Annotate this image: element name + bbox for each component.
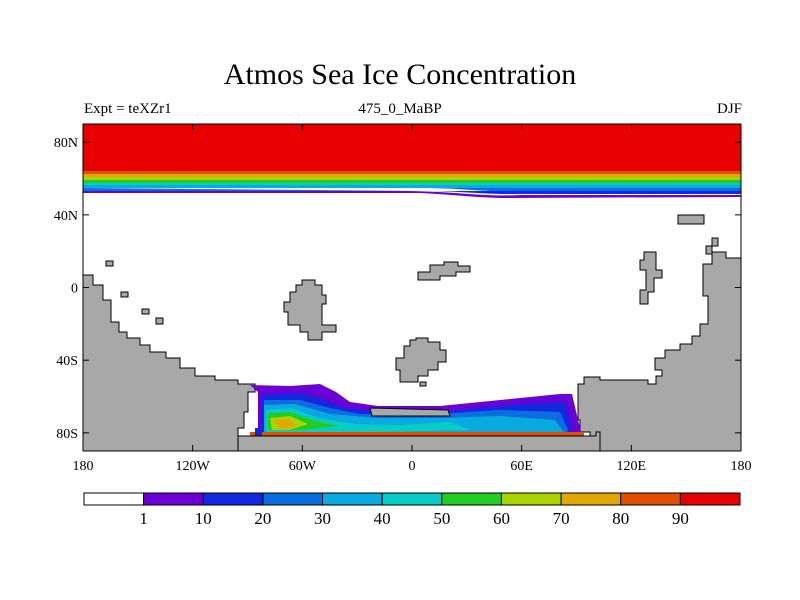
ice-band-20 [83, 188, 741, 191]
y-tick-label: 40S [56, 354, 78, 369]
central-islet [419, 381, 427, 387]
colorbar-box [322, 492, 383, 506]
colorbar-box [83, 492, 145, 506]
ice-band-30 [83, 185, 741, 188]
ice-band-1 [83, 191, 741, 198]
y-tick-label: 80S [56, 427, 78, 442]
map-axes: 180 120W 60W 0 60E 120E 180 80N 40N 0 40S 80S [54, 124, 752, 474]
west-island-c [141, 308, 150, 315]
colorbar-label: 60 [493, 509, 510, 528]
south-ice-edge-dark [255, 428, 262, 436]
ice-band-80 [83, 171, 741, 174]
colorbar-label: 70 [553, 509, 570, 528]
continents [82, 214, 742, 452]
east-landmass [577, 251, 742, 452]
colorbar-box [500, 492, 562, 506]
colorbar-label: 10 [195, 509, 212, 528]
y-tick-label: 80N [54, 136, 78, 151]
east-island-b [677, 214, 705, 225]
x-tick-label: 180 [731, 459, 752, 474]
ice-band-90 [83, 124, 741, 171]
x-tick-label: 180 [73, 459, 94, 474]
west-landmass [82, 274, 256, 452]
colorbar-label: 40 [374, 509, 391, 528]
colorbar-box [679, 492, 741, 506]
south-ice-70 [274, 419, 298, 429]
x-tick-label: 0 [409, 459, 416, 474]
x-tick-label: 120W [176, 459, 211, 474]
map-panel [82, 123, 742, 452]
x-tick-label: 60E [510, 459, 533, 474]
arctic-sea-ice [83, 124, 741, 198]
south-ice-ribbon [250, 432, 584, 436]
colorbar-box [620, 492, 681, 506]
central-landmass-b [395, 337, 447, 383]
east-island-a [639, 251, 663, 305]
colorbar-label: 1 [139, 509, 148, 528]
chart-title: Atmos Sea Ice Concentration [223, 58, 577, 91]
colorbar-label: 30 [314, 509, 331, 528]
colorbar: 1 10 20 30 40 50 60 70 80 90 [83, 492, 741, 528]
ice-band-70 [83, 174, 741, 177]
colorbar-box [560, 492, 622, 506]
east-island-c [711, 237, 719, 247]
ice-band-40 [83, 183, 741, 185]
colorbar-label: 50 [433, 509, 450, 528]
ice-band-50 [83, 180, 741, 183]
colorbar-box [202, 492, 264, 506]
colorbar-box [143, 492, 204, 506]
ice-band-10 [83, 191, 741, 194]
y-tick-label: 0 [71, 282, 78, 297]
ice-band-60 [83, 177, 741, 180]
west-island-b [120, 291, 129, 298]
antarctic-coast-shelf [369, 407, 451, 417]
x-tick-label: 120E [617, 459, 647, 474]
x-tick-label: 60W [289, 459, 317, 474]
colorbar-label: 20 [254, 509, 271, 528]
colorbar-box [381, 492, 443, 506]
east-island-d [705, 245, 713, 255]
age-label: 475_0_MaBP [358, 101, 442, 117]
colorbar-box [441, 492, 502, 506]
y-tick-label: 40N [54, 209, 78, 224]
central-landmass-a [283, 279, 337, 341]
colorbar-label: 80 [612, 509, 629, 528]
central-landmass-c [417, 261, 471, 281]
colorbar-label: 90 [672, 509, 689, 528]
west-island-a [105, 260, 114, 267]
experiment-label: Expt = teXZr1 [84, 101, 172, 117]
colorbar-box [262, 492, 324, 506]
season-label: DJF [716, 101, 742, 117]
west-island-d [155, 317, 164, 325]
